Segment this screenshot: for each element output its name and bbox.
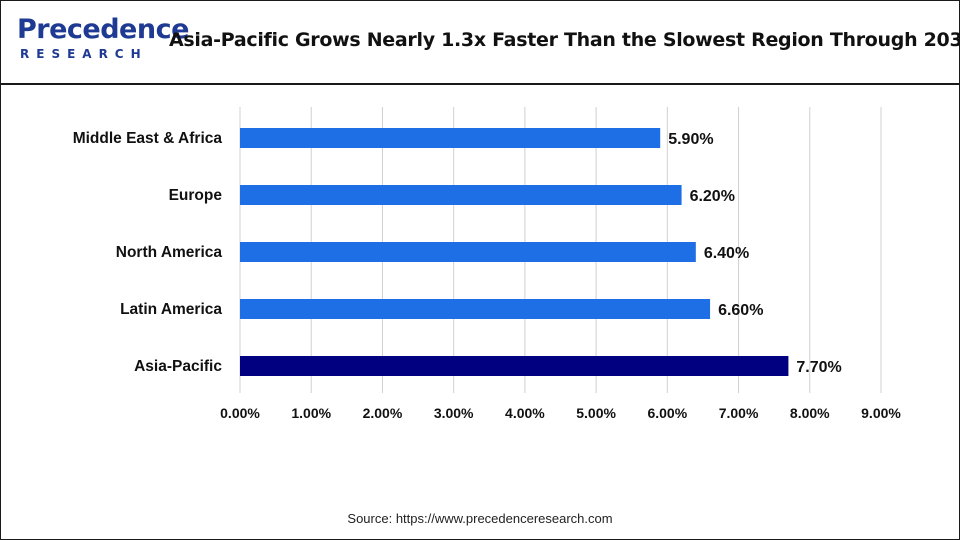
x-tick-label: 7.00% [719,405,759,421]
bar [240,356,789,376]
value-label: 7.70% [796,359,841,376]
labels: 0.00% 1.00% 2.00% 3.00% 4.00% 5.00% 6.00% 7.00%… [73,130,902,421]
bar-chart: 0.00% 1.00% 2.00% 3.00% 4.00% 5.00% 6.00% 7.00%… [73,107,902,421]
x-tick-label: 9.00% [861,405,901,421]
category-label: Latin America [120,301,222,318]
logo: Precedence RESEARCH [17,15,189,67]
x-tick-label: 6.00% [647,405,687,421]
logo-subtitle: RESEARCH [20,47,148,61]
source-note: Source: https://www.precedenceresearch.c… [347,511,613,526]
bar [240,299,711,319]
x-tick-label: 1.00% [291,405,331,421]
x-tick-label: 2.00% [363,405,403,421]
bars [240,128,789,376]
value-label: 6.60% [718,302,763,319]
header: Precedence RESEARCH Asia-Pacific Grows N… [1,1,960,85]
bar [240,185,682,205]
bar [240,242,696,262]
x-tick-label: 0.00% [220,405,260,421]
value-label: 5.90% [668,131,713,148]
value-label: 6.20% [690,188,735,205]
category-label: North America [116,244,223,261]
x-tick-label: 4.00% [505,405,545,421]
logo-wordmark: Precedence [17,14,189,45]
category-label: Middle East & Africa [73,130,223,147]
x-tick-label: 3.00% [434,405,474,421]
category-label: Europe [169,187,223,204]
chart-title: Asia-Pacific Grows Nearly 1.3x Faster Th… [169,29,960,51]
category-label: Asia-Pacific [134,358,222,375]
x-tick-label: 5.00% [576,405,616,421]
x-tick-label: 8.00% [790,405,830,421]
value-label: 6.40% [704,245,749,262]
bar [240,128,661,148]
